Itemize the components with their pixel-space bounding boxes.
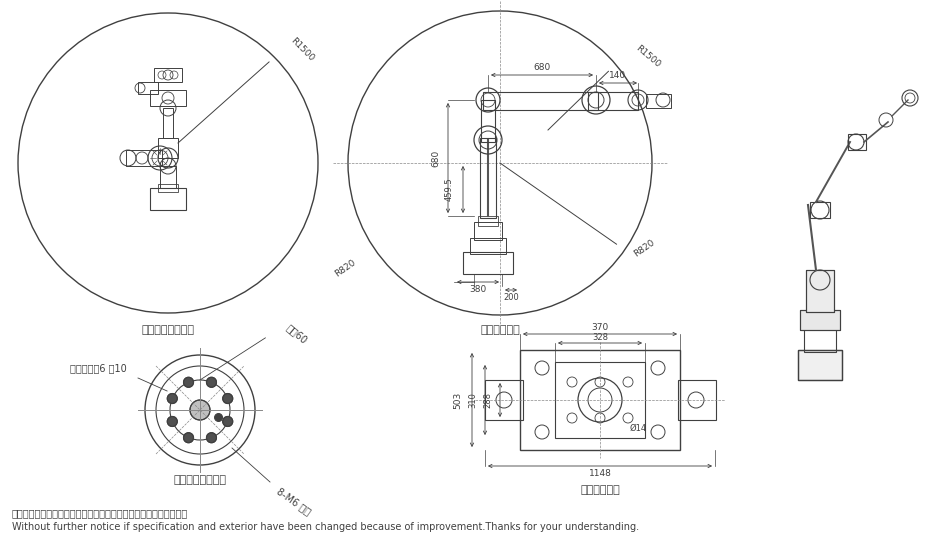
Bar bbox=[463, 252, 513, 274]
Text: 680: 680 bbox=[432, 149, 441, 167]
Text: 200: 200 bbox=[503, 294, 519, 302]
Text: Without further notice if specification and exterior have been changed because o: Without further notice if specification … bbox=[12, 522, 639, 532]
Bar bbox=[848, 134, 866, 150]
Circle shape bbox=[206, 433, 217, 442]
Bar bbox=[154, 68, 182, 82]
Circle shape bbox=[183, 433, 193, 442]
Text: 直径60: 直径60 bbox=[285, 322, 309, 345]
Circle shape bbox=[183, 377, 193, 387]
Text: R820: R820 bbox=[333, 257, 357, 278]
Bar bbox=[485, 380, 523, 420]
Text: 140: 140 bbox=[609, 70, 627, 80]
Bar bbox=[150, 90, 186, 106]
Bar bbox=[163, 108, 173, 138]
Text: 380: 380 bbox=[470, 285, 486, 294]
Bar bbox=[800, 310, 840, 330]
Bar bbox=[588, 92, 638, 110]
Bar bbox=[798, 350, 842, 380]
Circle shape bbox=[167, 417, 178, 427]
Bar bbox=[555, 362, 645, 438]
Text: 因改良等原因，规格及外观有所变更时，不再另行通知，敬请谅解。: 因改良等原因，规格及外观有所变更时，不再另行通知，敬请谅解。 bbox=[12, 508, 188, 518]
Text: 370: 370 bbox=[591, 322, 608, 332]
Text: 末端法兰安装尺尸: 末端法兰安装尺尸 bbox=[141, 325, 194, 335]
Bar bbox=[798, 350, 842, 380]
Text: R1500: R1500 bbox=[289, 36, 316, 63]
Circle shape bbox=[167, 394, 178, 404]
Bar bbox=[138, 82, 158, 94]
Bar bbox=[158, 138, 178, 158]
Bar bbox=[480, 138, 496, 218]
Text: R1500: R1500 bbox=[633, 44, 662, 70]
Bar bbox=[804, 328, 836, 352]
Bar bbox=[678, 380, 716, 420]
Text: 底座安装尺尸: 底座安装尺尸 bbox=[480, 325, 520, 335]
Text: 8-M6 均布: 8-M6 均布 bbox=[275, 486, 312, 517]
Bar bbox=[126, 150, 162, 166]
Text: 328: 328 bbox=[592, 333, 608, 341]
Circle shape bbox=[190, 400, 210, 420]
Text: 310: 310 bbox=[469, 392, 477, 408]
Bar bbox=[520, 350, 680, 450]
Text: 1148: 1148 bbox=[589, 469, 611, 479]
Bar bbox=[806, 270, 834, 312]
Bar bbox=[470, 238, 506, 254]
Bar bbox=[481, 100, 495, 142]
Bar bbox=[646, 94, 671, 108]
Text: 288: 288 bbox=[484, 392, 493, 408]
Bar bbox=[483, 92, 598, 110]
Text: 销钉孔直径6 深10: 销钉孔直径6 深10 bbox=[70, 363, 126, 373]
Bar bbox=[800, 310, 840, 330]
Circle shape bbox=[222, 394, 232, 404]
Circle shape bbox=[222, 417, 232, 427]
Bar bbox=[150, 188, 186, 210]
Bar bbox=[160, 166, 176, 188]
Bar bbox=[474, 222, 502, 240]
Bar bbox=[806, 270, 834, 312]
Text: R820: R820 bbox=[631, 238, 657, 259]
Text: 503: 503 bbox=[454, 391, 462, 408]
Circle shape bbox=[215, 413, 222, 422]
Circle shape bbox=[206, 377, 217, 387]
Text: 末端法兰安装尺尸: 末端法兰安装尺尸 bbox=[174, 475, 227, 485]
Bar bbox=[478, 216, 498, 226]
Text: Ø14: Ø14 bbox=[630, 423, 646, 433]
Bar bbox=[158, 184, 178, 192]
Bar bbox=[810, 202, 830, 218]
Text: 459.5: 459.5 bbox=[445, 178, 454, 201]
Text: 底座安装尺尸: 底座安装尺尸 bbox=[580, 485, 620, 495]
Text: 680: 680 bbox=[534, 63, 551, 71]
